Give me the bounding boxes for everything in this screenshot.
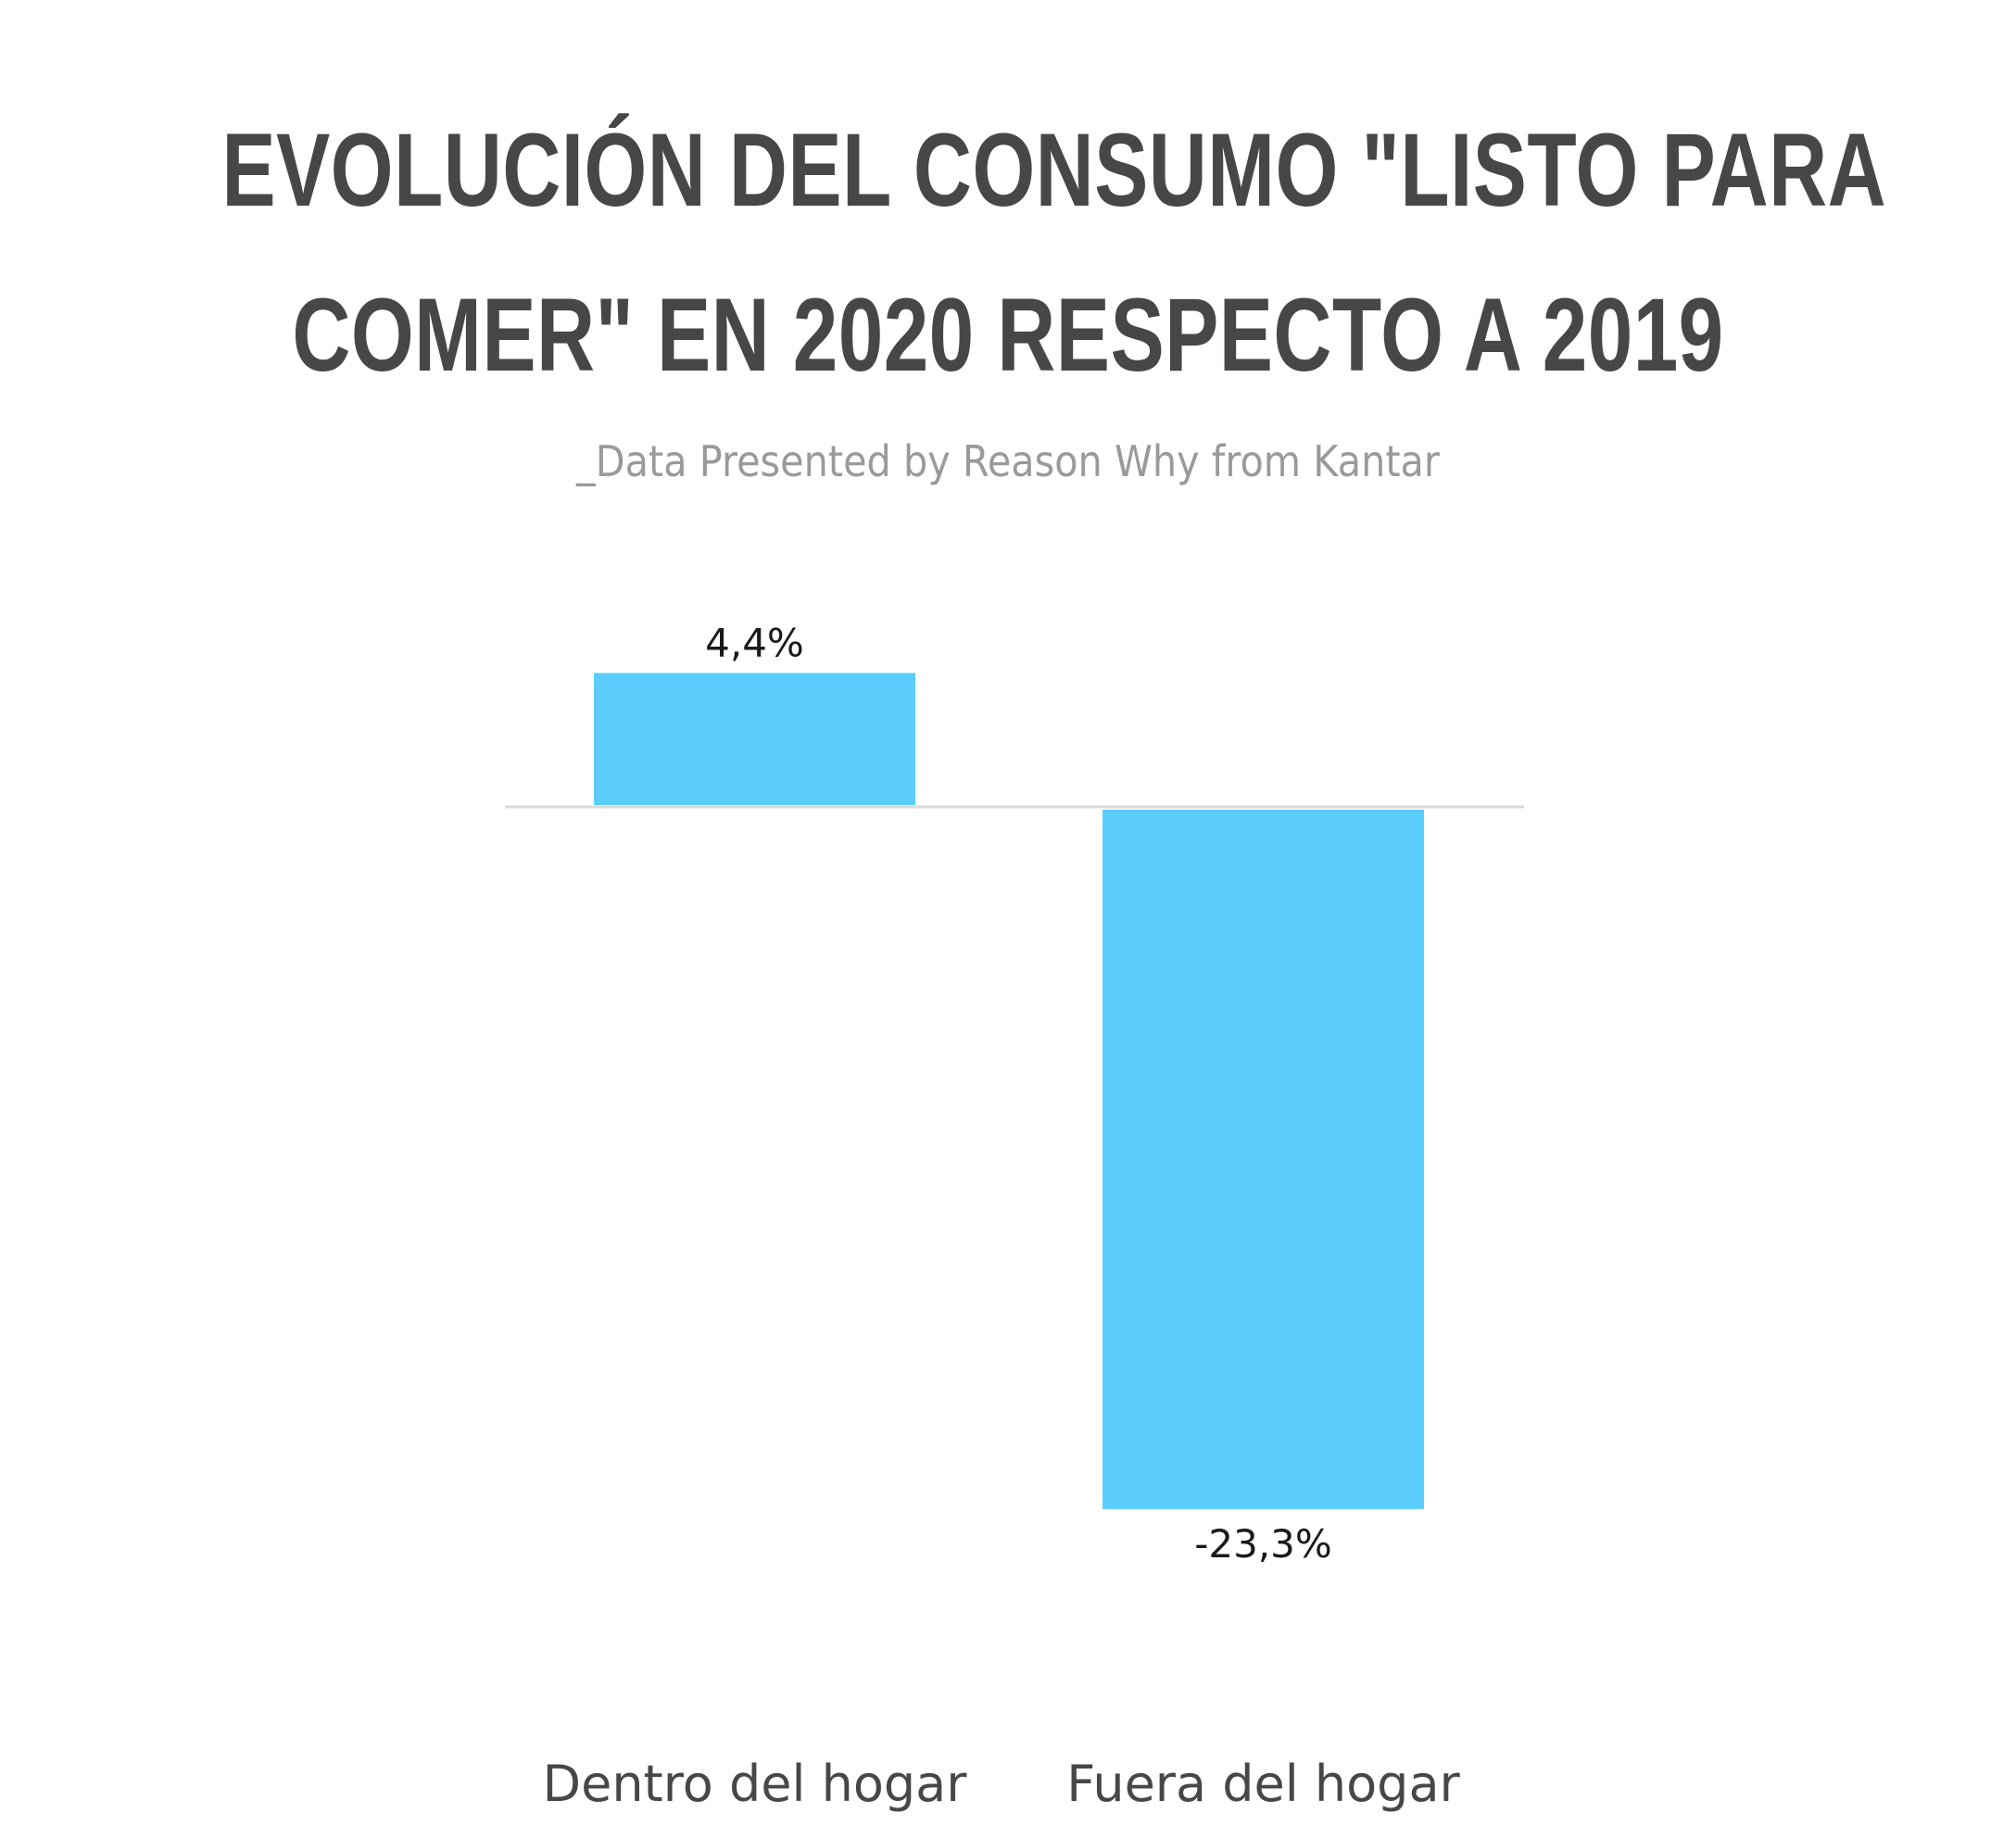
data-label-2: -23,3% bbox=[1194, 1521, 1332, 1567]
data-label-1: 4,4% bbox=[705, 620, 804, 665]
chart-subtitle: _Data Presented by Reason Why from Kanta… bbox=[576, 436, 1440, 486]
chart-title: EVOLUCIÓN DEL CONSUMO "LISTO PARA COMER"… bbox=[221, 88, 1887, 418]
chart-title-line-1: EVOLUCIÓN DEL CONSUMO "LISTO PARA bbox=[221, 112, 1887, 228]
category-label-1: Dentro del hogar bbox=[543, 1755, 968, 1813]
chart-title-line-2: COMER" EN 2020 RESPECTO A 2019 bbox=[292, 277, 1724, 393]
category-label-2: Fuera del hogar bbox=[1066, 1755, 1460, 1813]
bar-2 bbox=[1102, 810, 1424, 1509]
bar-1 bbox=[594, 673, 915, 805]
